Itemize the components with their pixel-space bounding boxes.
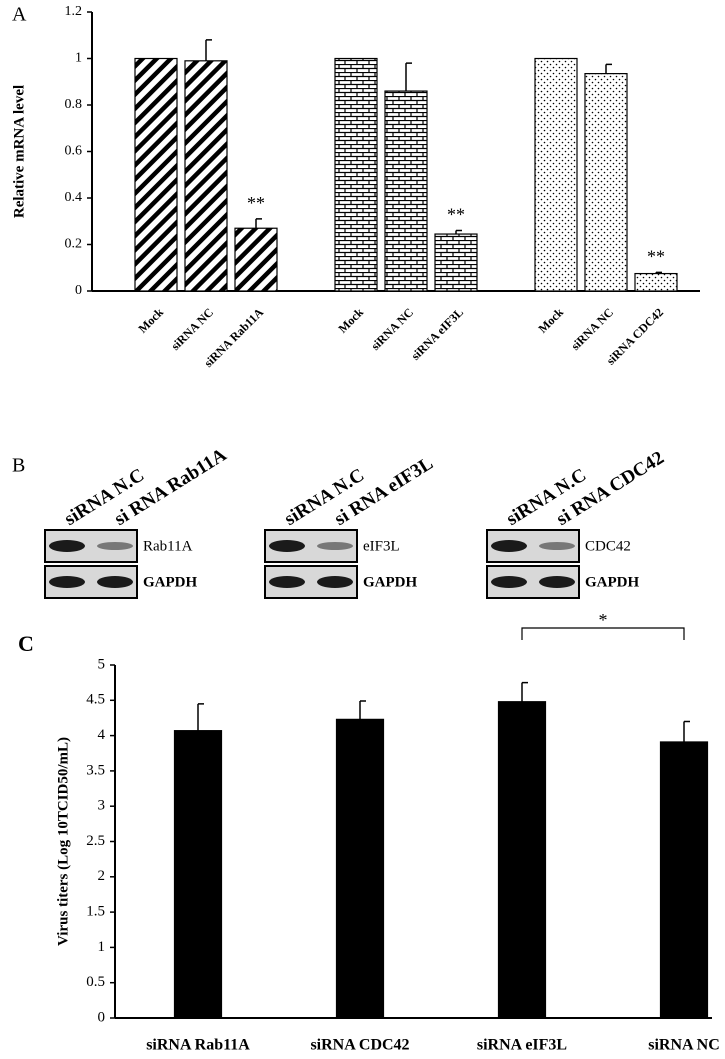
x-tick-label: siRNA CDC42 bbox=[310, 1037, 409, 1054]
panel-label: C bbox=[18, 631, 34, 656]
blot-band bbox=[269, 576, 305, 588]
y-tick-label: 2.5 bbox=[86, 833, 105, 849]
y-tick-label: 1 bbox=[75, 51, 82, 66]
error-bar bbox=[605, 63, 612, 74]
x-tick-label: siRNA NC bbox=[568, 305, 616, 353]
y-tick-label: 4.5 bbox=[86, 692, 105, 708]
protein-label: eIF3L bbox=[363, 538, 400, 554]
bar bbox=[434, 233, 478, 292]
y-tick-label: 4 bbox=[98, 727, 106, 743]
y-tick-label: 3 bbox=[98, 798, 106, 814]
x-tick-label: siRNA NC bbox=[368, 305, 416, 353]
bar bbox=[584, 73, 628, 292]
x-tick-label: siRNA eIF3L bbox=[477, 1037, 567, 1054]
protein-label: Rab11A bbox=[143, 538, 193, 554]
panel-label: B bbox=[12, 455, 25, 477]
y-tick-label: 0 bbox=[98, 1009, 106, 1025]
blot-band bbox=[317, 576, 353, 588]
x-tick-label: siRNA eIF3L bbox=[408, 305, 466, 363]
x-tick-label: siRNA NC bbox=[168, 305, 216, 353]
bar bbox=[173, 730, 223, 1019]
error-bar bbox=[521, 681, 528, 702]
comparison-label: * bbox=[599, 610, 608, 630]
y-tick-label: 0.2 bbox=[65, 237, 83, 252]
x-tick-label: siRNA Rab11A bbox=[146, 1037, 250, 1054]
significance-label: ** bbox=[647, 247, 665, 267]
comparison-bracket bbox=[521, 627, 685, 640]
bar bbox=[334, 57, 378, 292]
error-bar bbox=[205, 39, 212, 61]
protein-label: GAPDH bbox=[143, 574, 197, 590]
blot-band bbox=[539, 542, 575, 550]
blot-band bbox=[49, 540, 85, 552]
error-bar bbox=[255, 218, 262, 229]
y-tick-label: 0 bbox=[75, 283, 82, 298]
bar bbox=[497, 701, 547, 1019]
bar bbox=[335, 718, 385, 1019]
error-bar bbox=[197, 703, 204, 731]
blot-band bbox=[539, 576, 575, 588]
panel-label: A bbox=[12, 4, 27, 26]
bar bbox=[184, 60, 228, 292]
error-bar bbox=[359, 700, 366, 720]
blot-band bbox=[49, 576, 85, 588]
blot-band bbox=[491, 540, 527, 552]
blot-band bbox=[97, 542, 133, 550]
y-tick-label: 1 bbox=[98, 939, 106, 955]
blot-band bbox=[97, 576, 133, 588]
error-bar bbox=[405, 62, 412, 92]
y-tick-label: 5 bbox=[98, 656, 106, 672]
bar bbox=[634, 272, 678, 292]
error-bar bbox=[455, 229, 462, 235]
bar bbox=[534, 57, 578, 292]
x-tick-label: Mock bbox=[535, 305, 566, 336]
bar bbox=[234, 227, 278, 292]
bar bbox=[384, 90, 428, 292]
y-tick-label: 0.5 bbox=[86, 974, 105, 990]
bar bbox=[659, 741, 709, 1019]
y-tick-label: 0.8 bbox=[65, 97, 83, 112]
y-tick-label: 3.5 bbox=[86, 762, 105, 778]
y-tick-label: 1.2 bbox=[65, 4, 83, 19]
y-tick-label: 0.4 bbox=[65, 190, 83, 205]
bar bbox=[134, 57, 178, 292]
significance-label: ** bbox=[247, 193, 265, 213]
x-tick-label: siRNA NC bbox=[648, 1037, 720, 1054]
protein-label: CDC42 bbox=[585, 538, 631, 554]
blot-band bbox=[491, 576, 527, 588]
blot-band bbox=[317, 542, 353, 550]
y-axis-title: Relative mRNA level bbox=[11, 85, 27, 218]
y-tick-label: 0.6 bbox=[65, 144, 83, 159]
error-bar bbox=[683, 720, 690, 742]
protein-label: GAPDH bbox=[363, 574, 417, 590]
significance-label: ** bbox=[447, 205, 465, 225]
error-bar bbox=[655, 271, 662, 274]
y-tick-label: 2 bbox=[98, 868, 106, 884]
x-tick-label: Mock bbox=[135, 305, 166, 336]
y-axis-title: Virus titers (Log 10TCID50/mL) bbox=[55, 737, 71, 946]
protein-label: GAPDH bbox=[585, 574, 639, 590]
y-tick-label: 1.5 bbox=[86, 904, 105, 920]
blot-band bbox=[269, 540, 305, 552]
x-tick-label: Mock bbox=[335, 305, 366, 336]
